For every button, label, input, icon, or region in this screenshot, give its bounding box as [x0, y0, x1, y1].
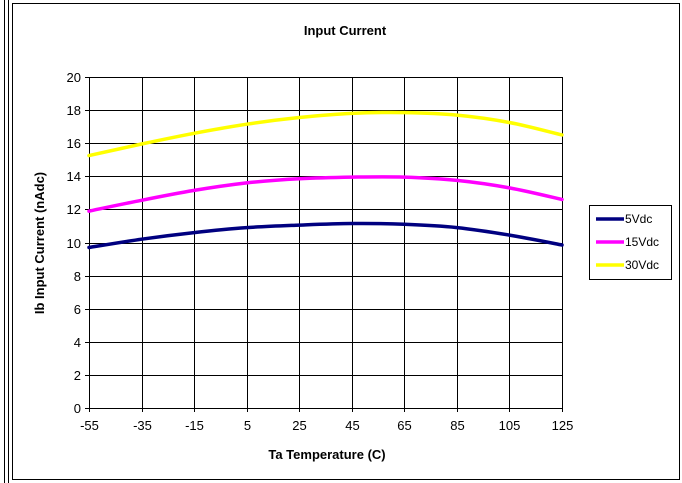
- data-point-5Vdc-125: [561, 244, 564, 247]
- legend-label-15Vdc: 15Vdc: [625, 235, 659, 249]
- x-tick-label: 85: [450, 418, 464, 433]
- data-point-15Vdc-65: [403, 176, 406, 179]
- data-point-5Vdc-105: [508, 234, 511, 237]
- data-point-5Vdc-5: [245, 226, 248, 229]
- x-tick-label: 25: [292, 418, 306, 433]
- y-tick-label: 4: [74, 335, 81, 350]
- x-tick-label: 125: [552, 418, 574, 433]
- chart-title: Input Current: [304, 23, 387, 38]
- data-point-30Vdc--55: [88, 154, 91, 157]
- data-point-30Vdc-125: [561, 133, 564, 136]
- y-tick-label: 10: [67, 236, 81, 251]
- x-tick-label: -55: [80, 418, 99, 433]
- data-point-5Vdc--35: [140, 238, 143, 241]
- y-tick-label: 8: [74, 269, 81, 284]
- x-tick-label: 45: [345, 418, 359, 433]
- x-tick-label: -15: [185, 418, 204, 433]
- x-tick-label: 5: [244, 418, 251, 433]
- y-tick-label: 14: [67, 169, 81, 184]
- y-axis-ticks: 0 2 4 6 8 10 12 14 16 18 20: [67, 70, 89, 416]
- series-lines: [87, 110, 564, 250]
- y-tick-label: 20: [67, 70, 81, 85]
- x-tick-label: -35: [133, 418, 152, 433]
- y-tick-label: 16: [67, 136, 81, 151]
- data-point-30Vdc--35: [140, 143, 143, 146]
- data-point-30Vdc--15: [193, 132, 196, 135]
- x-tick-label: 65: [397, 418, 411, 433]
- data-point-5Vdc-25: [298, 224, 301, 227]
- data-point-5Vdc-45: [350, 222, 353, 225]
- series-line-5Vdc: [87, 221, 564, 250]
- y-tick-label: 2: [74, 368, 81, 383]
- data-point-30Vdc-105: [508, 121, 511, 124]
- data-point-15Vdc--15: [193, 189, 196, 192]
- legend-items: 5Vdc 15Vdc 30Vdc: [596, 212, 659, 272]
- y-tick-label: 12: [67, 202, 81, 217]
- series-line-15Vdc: [87, 175, 564, 213]
- data-point-15Vdc--55: [88, 210, 91, 213]
- data-point-5Vdc-85: [455, 226, 458, 229]
- legend: 5Vdc 15Vdc 30Vdc: [589, 205, 672, 280]
- data-point-30Vdc-5: [245, 123, 248, 126]
- data-point-15Vdc--35: [140, 199, 143, 202]
- data-point-5Vdc-65: [403, 223, 406, 226]
- data-point-30Vdc-85: [455, 114, 458, 117]
- legend-label-30Vdc: 30Vdc: [625, 258, 659, 272]
- data-point-15Vdc-125: [561, 198, 564, 201]
- y-tick-label: 0: [74, 401, 81, 416]
- data-point-30Vdc-25: [298, 116, 301, 119]
- y-axis-label: Ib Input Current (nAdc): [32, 172, 47, 314]
- data-point-5Vdc--15: [193, 231, 196, 234]
- data-point-15Vdc-85: [455, 179, 458, 182]
- x-axis-ticks: -55 -35 -15 5 25 45 65 85 105 125: [80, 408, 573, 433]
- plot-area-border: [89, 77, 563, 409]
- data-point-5Vdc--55: [88, 246, 91, 249]
- series-line-30Vdc: [87, 110, 564, 158]
- legend-label-5Vdc: 5Vdc: [625, 212, 652, 226]
- data-point-15Vdc-25: [298, 177, 301, 180]
- data-point-15Vdc-105: [508, 186, 511, 189]
- x-tick-label: 105: [499, 418, 521, 433]
- data-point-15Vdc-5: [245, 181, 248, 184]
- data-point-30Vdc-45: [350, 112, 353, 115]
- y-tick-label: 6: [74, 302, 81, 317]
- data-point-30Vdc-65: [403, 111, 406, 114]
- x-axis-label: Ta Temperature (C): [268, 447, 385, 462]
- data-point-15Vdc-45: [350, 176, 353, 179]
- y-tick-label: 18: [67, 103, 81, 118]
